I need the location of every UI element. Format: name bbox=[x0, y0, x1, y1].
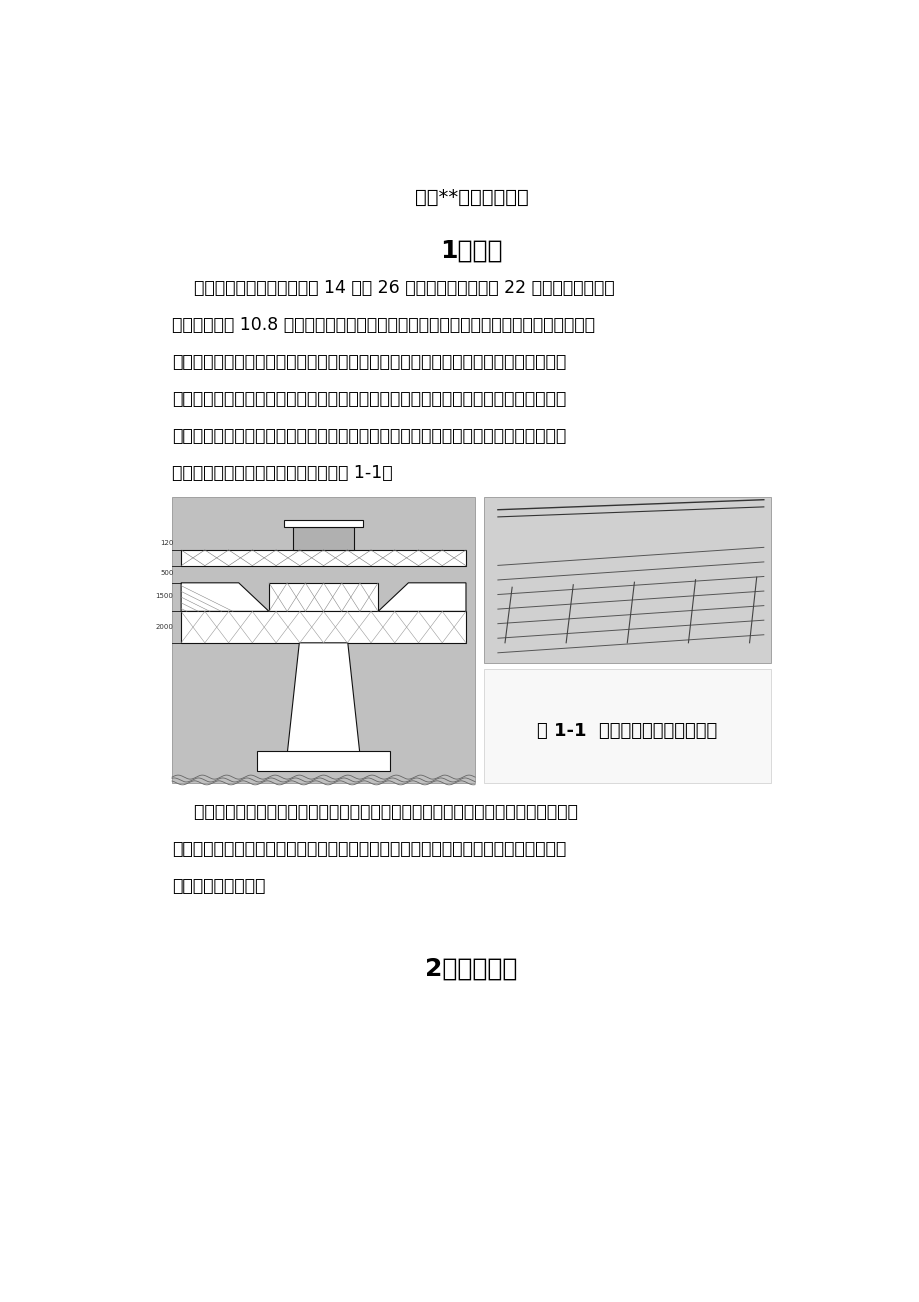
Text: 成站台承轨结构和站台面结构。（详图 1-1）: 成站台承轨结构和站台面结构。（详图 1-1） bbox=[172, 464, 392, 482]
Polygon shape bbox=[181, 583, 268, 612]
Text: 新建成都东客站车场规模为 14 站台 26 线，车站建筑面积约 22 万平方米，站房客: 新建成都东客站车场规模为 14 站台 26 线，车站建筑面积约 22 万平方米，… bbox=[172, 279, 614, 297]
Text: 运用房面积为 10.8 万平方米。车站、桥、棚和地铁一体化且结构合一，共分五层，从上: 运用房面积为 10.8 万平方米。车站、桥、棚和地铁一体化且结构合一，共分五层，… bbox=[172, 315, 595, 333]
Text: 120: 120 bbox=[160, 540, 174, 546]
Bar bbox=[483, 668, 770, 783]
Text: 面上下列车的人群荷载。针对其受荷特点，设计横向框架梁板结构与桥结构相结合，形: 面上下列车的人群荷载。针对其受荷特点，设计横向框架梁板结构与桥结构相结合，形 bbox=[172, 427, 566, 445]
Bar bbox=[256, 751, 390, 771]
Bar bbox=[172, 497, 474, 783]
Text: 大方面的荷载，列车荷载、列车运行（仅为正线）、制动、启动引起的水平荷载和站台: 大方面的荷载，列车荷载、列车运行（仅为正线）、制动、启动引起的水平荷载和站台 bbox=[172, 389, 566, 408]
Text: 1、前言: 1、前言 bbox=[440, 238, 502, 263]
Text: 定达到了设计要求。: 定达到了设计要求。 bbox=[172, 878, 265, 894]
Bar bbox=[181, 612, 465, 643]
Bar bbox=[293, 527, 354, 549]
Text: 2、工法特点: 2、工法特点 bbox=[425, 956, 517, 980]
Text: 中铁**集团有限公司: 中铁**集团有限公司 bbox=[414, 189, 528, 207]
Text: 图 1-1  站台层桥建合一结构形式: 图 1-1 站台层桥建合一结构形式 bbox=[537, 723, 717, 741]
Bar bbox=[268, 583, 378, 612]
Bar bbox=[181, 549, 465, 565]
Text: 针对此种桥建合一的新的结构设计体系；开发了桥建合一结构体系承轨层施工工法；: 针对此种桥建合一的新的结构设计体系；开发了桥建合一结构体系承轨层施工工法； bbox=[172, 803, 577, 820]
Text: 至下分别为屋盖层、高架层、站台层、地下室疏散厅及地铁站台层。站台层主要承受两: 至下分别为屋盖层、高架层、站台层、地下室疏散厅及地铁站台层。站台层主要承受两 bbox=[172, 353, 566, 371]
Polygon shape bbox=[287, 643, 359, 754]
Text: 1500: 1500 bbox=[155, 592, 174, 599]
Polygon shape bbox=[378, 583, 465, 612]
Text: 2000: 2000 bbox=[155, 624, 174, 630]
Text: 500: 500 bbox=[160, 570, 174, 575]
Bar bbox=[284, 519, 363, 527]
Text: 并在成都东客站施工中应用成功；取得了较好的结果；目前已经开行列车、整体沉降稳: 并在成都东客站施工中应用成功；取得了较好的结果；目前已经开行列车、整体沉降稳 bbox=[172, 840, 566, 858]
Bar bbox=[483, 497, 770, 663]
